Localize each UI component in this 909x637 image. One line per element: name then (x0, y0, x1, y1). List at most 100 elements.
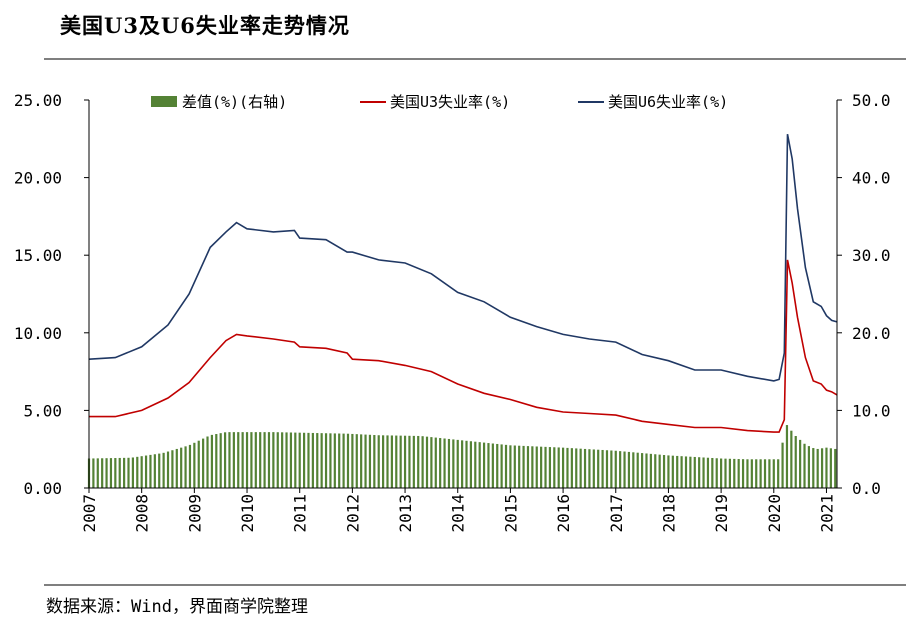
diff-bar (232, 432, 235, 488)
diff-bar (109, 458, 113, 488)
diff-bar (382, 435, 385, 488)
diff-bar (720, 458, 723, 488)
diff-bar (399, 435, 402, 488)
right-tick-label: 20.0 (852, 324, 891, 343)
diff-bar (684, 456, 688, 488)
diff-bar (531, 446, 534, 488)
diff-bar (741, 459, 745, 488)
diff-bar (561, 447, 565, 488)
diff-bar (223, 432, 227, 488)
diff-bar (654, 454, 657, 488)
diff-bar (403, 435, 407, 488)
diff-bar (127, 457, 130, 488)
diff-bar (101, 458, 104, 488)
diff-bar (219, 433, 222, 488)
diff-bar (553, 447, 556, 488)
diff-bar (632, 452, 635, 488)
diff-bar (241, 432, 244, 488)
right-axis-ticks: 0.0 10.0 20.0 30.0 40.0 50.0 (837, 91, 891, 498)
diff-bar (447, 438, 451, 488)
diff-bar (210, 434, 214, 488)
left-tick-label: 10.00 (14, 324, 62, 343)
diff-bar (482, 442, 486, 488)
diff-bar (794, 436, 797, 488)
diff-bar (526, 446, 530, 488)
left-axis-ticks: 0.00 5.00 10.00 15.00 20.00 25.00 (14, 91, 89, 498)
diff-bar (737, 459, 740, 488)
diff-bar (583, 448, 587, 488)
diff-bar (364, 434, 367, 488)
diff-bar (417, 435, 420, 488)
diff-bar (237, 432, 240, 488)
diff-bar (636, 452, 639, 488)
diff-bar (627, 451, 631, 488)
diff-bar (671, 455, 674, 488)
diff-bar (649, 453, 652, 488)
diff-bar (772, 459, 775, 488)
diff-bar (658, 454, 661, 488)
diff-bar (439, 438, 442, 488)
diff-bar (136, 456, 139, 488)
diff-bar (728, 458, 731, 488)
diff-bar (820, 448, 824, 488)
diff-bar (452, 439, 455, 488)
diff-bar (149, 454, 152, 488)
diff-bar (114, 458, 117, 488)
diff-bar (197, 440, 200, 488)
diff-bar (614, 450, 617, 488)
diff-bar (711, 457, 714, 488)
diff-bar (724, 458, 727, 488)
diff-bar (557, 447, 560, 488)
right-tick-label: 10.0 (852, 401, 891, 420)
diff-bar (368, 434, 372, 488)
diff-bar (386, 435, 389, 488)
diff-bar (755, 459, 758, 488)
diff-bar (285, 432, 288, 488)
x-tick-label: 2008 (133, 494, 152, 533)
diff-bar (461, 440, 464, 488)
diff-bar (346, 433, 350, 488)
diff-bar (355, 434, 358, 488)
diff-bar (575, 448, 578, 488)
x-tick-label: 2019 (712, 494, 731, 533)
diff-bar (702, 457, 705, 488)
diff-bar (469, 441, 473, 488)
diff-bar (175, 448, 178, 488)
diff-bar (272, 432, 275, 488)
diff-bar (171, 450, 174, 488)
diff-bar (825, 447, 828, 488)
diff-bar (131, 457, 134, 488)
x-tick-label: 2013 (396, 494, 415, 533)
diff-bar (342, 433, 345, 488)
diff-bar (162, 452, 165, 488)
diff-bar (123, 457, 126, 488)
diff-bar (570, 448, 573, 488)
diff-bar (500, 444, 503, 488)
diff-bar (676, 455, 679, 488)
diff-bar (373, 435, 376, 488)
u6-series-line (88, 133, 838, 382)
diff-bar (307, 432, 310, 488)
diff-bar (316, 433, 319, 488)
diff-bar (96, 458, 99, 488)
diff-bar (206, 436, 209, 488)
diff-bar (465, 440, 468, 488)
diff-bar (790, 430, 793, 488)
diff-bar (202, 438, 205, 488)
diff-bar (215, 434, 218, 488)
legend-u3-label: 美国U3失业率(%) (390, 93, 510, 111)
right-tick-label: 50.0 (852, 91, 891, 110)
diff-bar (228, 432, 231, 488)
x-axis-ticks: 2007 2008 2009 2010 2011 2012 2013 2014 2015 2016… (80, 488, 836, 533)
diff-bar (504, 444, 508, 488)
legend-bar-label: 差值(%)(右轴) (182, 93, 287, 111)
diff-bar (750, 459, 753, 488)
diff-bar (535, 446, 538, 488)
diff-bar (588, 449, 591, 488)
diff-bar (785, 425, 789, 488)
diff-bar (118, 457, 121, 488)
right-tick-label: 30.0 (852, 246, 891, 265)
diff-bar (799, 439, 802, 488)
x-tick-label: 2007 (80, 494, 99, 533)
